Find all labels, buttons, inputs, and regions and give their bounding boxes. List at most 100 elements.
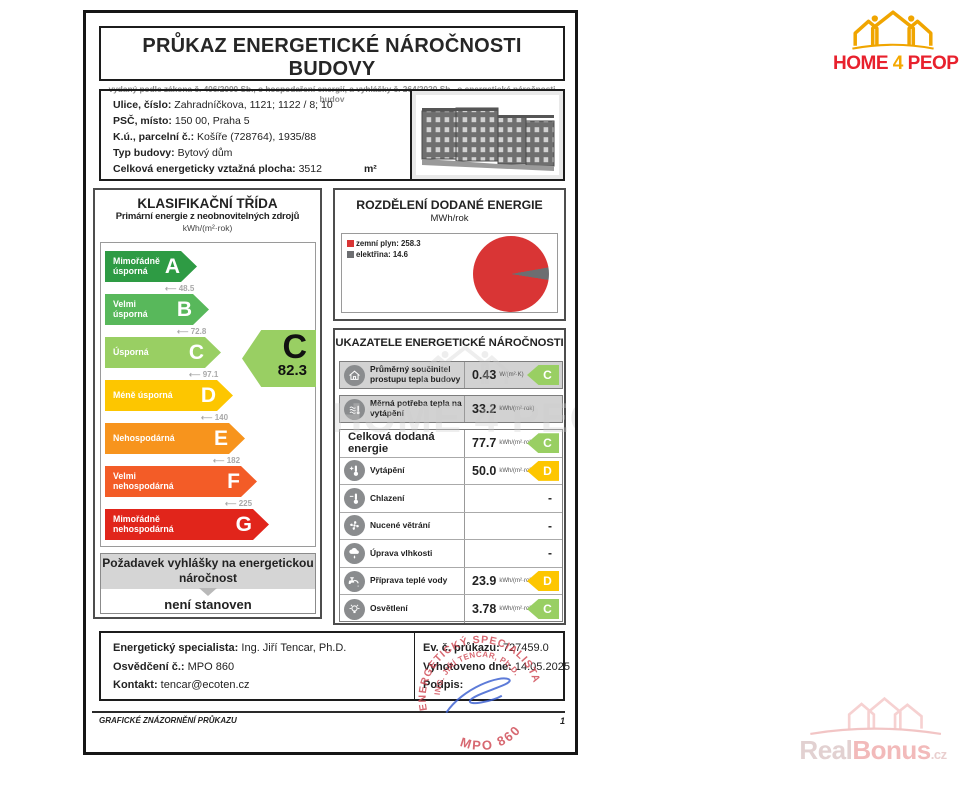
indicator-value: 33.2 — [472, 402, 497, 416]
realbonus-wordmark: RealBonus.cz — [788, 735, 958, 766]
left-arrow-icon: ⟵ — [201, 413, 213, 422]
logo-people: PEOPLE — [907, 53, 959, 74]
footer-rule — [92, 711, 565, 713]
realbonus-houses-icon — [810, 696, 942, 736]
legend-swatch-electricity — [347, 251, 354, 258]
indicator-unit: W/(m²·K) — [499, 372, 524, 378]
radiator-icon — [344, 398, 365, 420]
specialist-label: Osvědčení č.: — [113, 660, 185, 673]
area-unit: m² — [363, 163, 377, 176]
threshold: ⟵ 72.8 — [177, 327, 206, 336]
address-value: Zahradníčkova, 1121; 1122 / 8; 10 — [174, 99, 333, 111]
class-letter: D — [543, 463, 552, 478]
pie-legend: zemní plyn: 258.3 elektřina: 14.6 — [347, 239, 421, 261]
specialist-label: Kontakt: — [113, 679, 158, 691]
band-letter: G — [235, 512, 252, 536]
energy-scale-chart: Mimořádně úsporná A ⟵ 48.5 Velmi úsporná B… — [100, 242, 316, 547]
indicator-row: Měrná potřeba tepla na vytápění 33.2 kWh/… — [339, 395, 563, 423]
class-letter: D — [543, 574, 552, 588]
realbonus-real: Real — [799, 735, 853, 765]
indicator-row: Průměrný součinitel prostupu tepla budov… — [339, 361, 563, 389]
class-letter: C — [543, 368, 552, 382]
footer-caption: GRAFICKÉ ZNÁZORNĚNÍ PRŮKAZU — [99, 716, 237, 725]
band-label: Mimořádně nehospodárná — [113, 514, 174, 534]
indicator-label: Příprava teplé vody — [370, 575, 448, 586]
house-icon — [344, 364, 365, 386]
indicator-label: Měrná potřeba tepla na vytápění — [370, 398, 462, 418]
address-row: Ulice, číslo: Zahradníčkova, 1121; 1122 … — [113, 99, 563, 111]
rating-value: 82.3 — [277, 362, 307, 379]
specialist-row: Energetický specialista: Ing. Jiří Tenca… — [113, 642, 346, 654]
indicators-title: UKAZATELE ENERGETICKÉ NÁROČNOSTI — [335, 337, 564, 349]
indicator-unit: kWh/(m²·rok) — [499, 606, 535, 613]
indicator-label: Průměrný součinitel prostupu tepla budov… — [370, 364, 461, 384]
class-letter: C — [543, 602, 552, 617]
left-arrow-icon: ⟵ — [177, 327, 189, 336]
band-E: Nehospodárná E — [105, 423, 245, 454]
requirement-value: není stanoven — [164, 597, 252, 612]
threshold-value: 225 — [238, 499, 253, 508]
pie-chart — [473, 236, 549, 312]
class-arrow: C — [527, 365, 559, 385]
crown-houses-icon — [852, 10, 934, 50]
indicator-label: Celková dodaná energie — [348, 431, 435, 456]
indicator-value: 3.78 — [472, 602, 497, 617]
address-label: K.ú., parcelní č.: — [113, 131, 195, 144]
indicator-dash: - — [548, 518, 552, 533]
band-letter: C — [188, 340, 204, 364]
band-label: Mimořádně úsporná — [113, 256, 160, 276]
indicator-row: Úprava vlhkosti - — [340, 540, 562, 568]
energy-split-title: ROZDĚLENÍ DODANÉ ENERGIE — [356, 198, 543, 212]
building-image — [416, 95, 559, 175]
threshold: ⟵ 97.1 — [189, 370, 218, 379]
indicator-label: Osvětlení — [370, 603, 408, 614]
band-label: Úsporná — [113, 346, 149, 357]
fan-icon — [344, 515, 365, 537]
address-row: PSČ, místo: 150 00, Praha 5 — [113, 115, 563, 127]
indicator-value: 0.43 — [472, 368, 497, 382]
page-number: 1 — [559, 716, 565, 726]
header-box: PRŮKAZ ENERGETICKÉ NÁROČNOSTI BUDOVY vyd… — [99, 26, 565, 104]
humidity-icon — [344, 542, 365, 564]
indicator-table: Celková dodaná energie 77.7 kWh/(m²·rok) … — [339, 429, 563, 623]
specialist-label: Ev. č. průkazu: — [423, 642, 500, 654]
energy-split-unit: MWh/rok — [430, 213, 469, 224]
address-label: Typ budovy: — [113, 147, 175, 160]
address-row: Celková energeticky vztažná plocha: 3512… — [113, 163, 563, 175]
indicator-value: 50.0 — [472, 463, 497, 478]
classification-title: KLASIFIKAČNÍ TŘÍDA — [137, 196, 278, 211]
certificate-page: PRŮKAZ ENERGETICKÉ NÁROČNOSTI BUDOVY vyd… — [83, 10, 578, 755]
indicator-row: Nucené větrání - — [340, 512, 562, 541]
indicator-row: Vytápění 50.0 kWh/(m²·rok) D — [340, 457, 562, 486]
logo-wordmark: HOME 4 PEOPLE — [833, 53, 959, 75]
threshold: ⟵ 182 — [213, 456, 240, 465]
class-arrow: C — [527, 433, 559, 454]
threshold-value: 140 — [214, 413, 229, 422]
threshold-value: 97.1 — [202, 370, 219, 379]
indicators-box: UKAZATELE ENERGETICKÉ NÁROČNOSTI Průměrn… — [333, 328, 566, 625]
specialist-label: Energetický specialista: — [113, 642, 239, 654]
band-A: Mimořádně úsporná A — [105, 251, 197, 282]
address-value: 3512 — [298, 163, 322, 176]
band-letter: D — [200, 383, 216, 407]
page-title: PRŮKAZ ENERGETICKÉ NÁROČNOSTI BUDOVY — [142, 35, 522, 80]
indicator-dash: - — [548, 546, 552, 561]
threshold-value: 182 — [226, 456, 241, 465]
class-arrow: C — [527, 599, 559, 620]
down-arrow-icon — [199, 588, 217, 596]
address-label: Celková energeticky vztažná plocha: — [113, 163, 296, 176]
address-label: PSČ, místo: — [113, 115, 172, 128]
specialist-row: Kontakt: tencar@ecoten.cz — [113, 679, 346, 691]
specialist-label: Podpis: — [423, 679, 464, 691]
tap-icon — [344, 570, 365, 592]
specialist-row: Vyhotoveno dne: 14.05.2025 — [423, 661, 570, 673]
indicator-row: Osvětlení 3.78 kWh/(m²·rok) C — [340, 595, 562, 623]
left-arrow-icon: ⟵ — [213, 456, 225, 465]
classification-subtitle: Primární energie z neobnovitelných zdroj… — [115, 211, 300, 222]
class-letter: C — [543, 436, 552, 451]
building-photo-box — [410, 89, 565, 181]
requirement-box: Požadavek vyhlášky na energetickou nároč… — [100, 553, 316, 614]
class-arrow: D — [527, 460, 559, 481]
specialist-label: Vyhotoveno dne: — [423, 660, 512, 673]
thermometer-plus-icon — [344, 460, 365, 482]
